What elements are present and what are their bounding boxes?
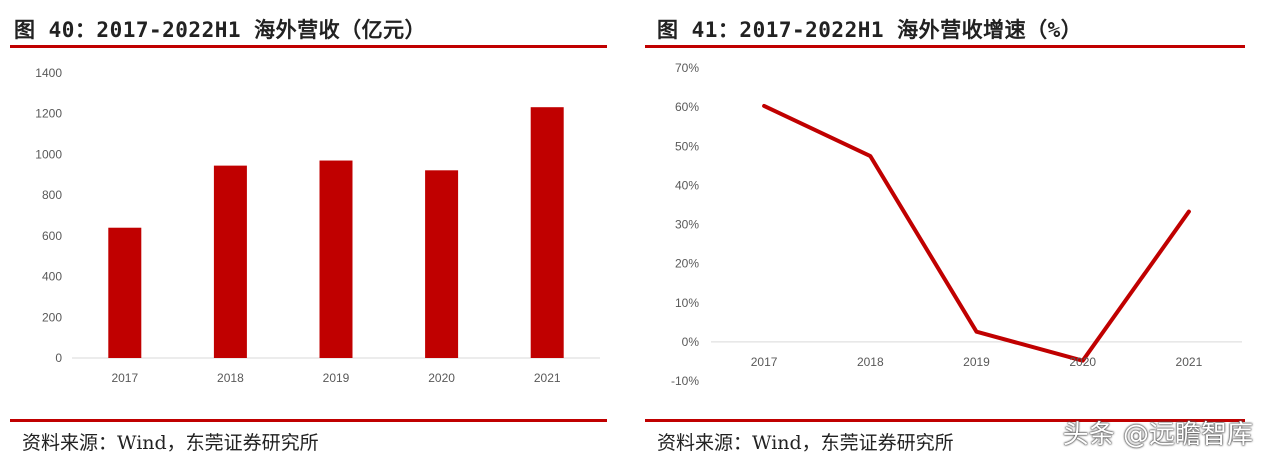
y-tick-label: 0: [55, 351, 62, 365]
right-figure-title: 图 41：2017-2022H1 海外营收增速（%）: [657, 18, 1083, 42]
x-tick-label: 2020: [428, 371, 455, 385]
y-tick-label: 1000: [35, 147, 62, 161]
y-tick-label: 70%: [675, 61, 699, 75]
y-tick-label: -10%: [671, 374, 699, 388]
bar-2021: [530, 107, 564, 358]
y-tick-label: 60%: [675, 100, 699, 114]
x-tick-label: 2021: [534, 371, 561, 385]
y-tick-label: 600: [42, 229, 62, 243]
right-source-note: 资料来源：Wind，东莞证券研究所: [657, 432, 954, 454]
y-tick-label: 800: [42, 188, 62, 202]
y-tick-label: 50%: [675, 139, 699, 153]
bar-2018: [213, 165, 247, 358]
y-tick-label: 30%: [675, 218, 699, 232]
x-tick-label: 2019: [963, 355, 990, 369]
x-tick-label: 2020: [1069, 355, 1096, 369]
x-tick-label: 2017: [111, 371, 138, 385]
y-tick-label: 200: [42, 310, 62, 324]
y-tick-label: 40%: [675, 178, 699, 192]
right-figure-panel: 图 41：2017-2022H1 海外营收增速（%） -10% 0% 10% 20% 3…: [645, 0, 1267, 465]
right-source-rule: [645, 419, 1245, 422]
bar-2017: [108, 227, 142, 358]
left-figure-panel: 图 40：2017-2022H1 海外营收（亿元） 0 200 400 600 800 1…: [0, 0, 620, 465]
left-source-note: 资料来源：Wind，东莞证券研究所: [22, 432, 319, 454]
watermark: 头条 @远瞻智库: [1062, 420, 1253, 450]
y-tick-label: 400: [42, 270, 62, 284]
growth-series-line: [762, 103, 1191, 363]
bar-2019: [319, 160, 353, 358]
bar-2020: [425, 170, 459, 358]
y-tick-label: 20%: [675, 257, 699, 271]
x-tick-label: 2018: [217, 371, 244, 385]
left-source-rule: [10, 419, 607, 422]
overseas-revenue-bar-chart: 0 200 400 600 800 1000 1200 1400 2017 2018 2019 202…: [35, 66, 600, 385]
x-tick-label: 2021: [1176, 355, 1203, 369]
x-tick-label: 2017: [751, 355, 778, 369]
y-tick-label: 1200: [35, 107, 62, 121]
right-title-rule: [645, 45, 1245, 48]
left-title-rule: [10, 45, 607, 48]
x-tick-label: 2018: [857, 355, 884, 369]
y-tick-label: 0%: [682, 335, 700, 349]
y-tick-label: 10%: [675, 296, 699, 310]
x-tick-label: 2019: [323, 371, 350, 385]
y-tick-label: 1400: [35, 66, 62, 80]
left-figure-title: 图 40：2017-2022H1 海外营收（亿元）: [14, 18, 427, 42]
overseas-revenue-growth-line-chart: -10% 0% 10% 20% 30% 40% 50% 60% 70% 2017 2018 2019 2…: [671, 61, 1242, 388]
